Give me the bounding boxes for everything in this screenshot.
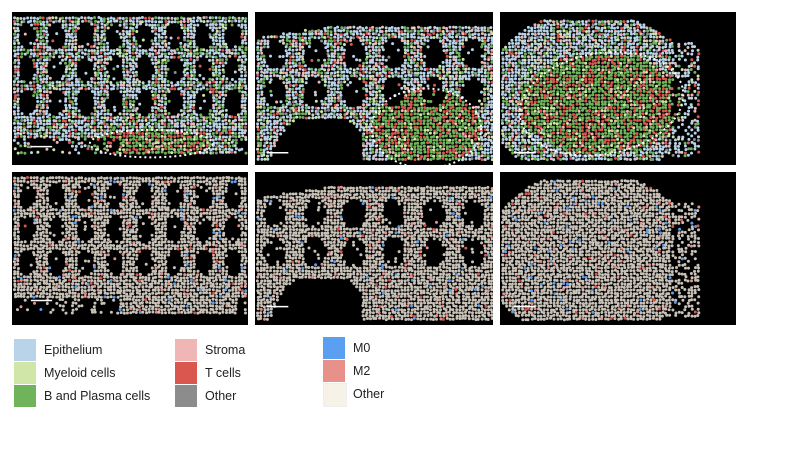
- panel-top-3: [500, 12, 736, 165]
- panel-bottom-1: [12, 172, 248, 325]
- panel-bottom-3: [500, 172, 736, 325]
- tissue-map-top-2: [256, 25, 493, 165]
- cell-dots: [255, 185, 493, 322]
- legend-label: Epithelium: [44, 343, 103, 357]
- panel-top-1: [12, 12, 248, 165]
- tissue-map-bottom-1: [12, 176, 248, 315]
- legend-swatch: [14, 339, 36, 361]
- legend-swatch: [323, 360, 345, 382]
- cell-dots: [12, 176, 248, 315]
- legend-label: B and Plasma cells: [44, 389, 151, 403]
- legend-swatch: [175, 385, 197, 407]
- cell-dots: [500, 19, 701, 162]
- legend-swatch: [14, 385, 36, 407]
- tissue-map-bottom-2: [255, 185, 493, 322]
- dotted-region-outline: [518, 51, 685, 157]
- tissue-map-bottom-3: [500, 179, 701, 322]
- tissue-map-top-3: [500, 19, 701, 162]
- legend-swatch: [175, 339, 197, 361]
- legend-label: Myeloid cells: [44, 366, 116, 380]
- legend-swatch: [323, 337, 345, 359]
- dotted-region-outline: [88, 128, 214, 159]
- cell-dots: [256, 25, 493, 162]
- legend-label: M0: [353, 341, 371, 355]
- panel-top-2: [255, 12, 493, 165]
- tissue-map-top-1: [12, 16, 248, 159]
- legend-label: Other: [353, 387, 385, 401]
- cell-dots: [12, 16, 248, 155]
- panel-bottom-2: [255, 172, 493, 325]
- dotted-region-outline: [370, 87, 483, 165]
- legend-label: M2: [353, 364, 371, 378]
- legend-swatch: [175, 362, 197, 384]
- legend-swatch: [14, 362, 36, 384]
- cell-dots: [500, 179, 701, 322]
- legend-label: Stroma: [205, 343, 246, 357]
- legend-label: T cells: [205, 366, 241, 380]
- legend-swatch: [323, 383, 347, 407]
- legend-label: Other: [205, 389, 237, 403]
